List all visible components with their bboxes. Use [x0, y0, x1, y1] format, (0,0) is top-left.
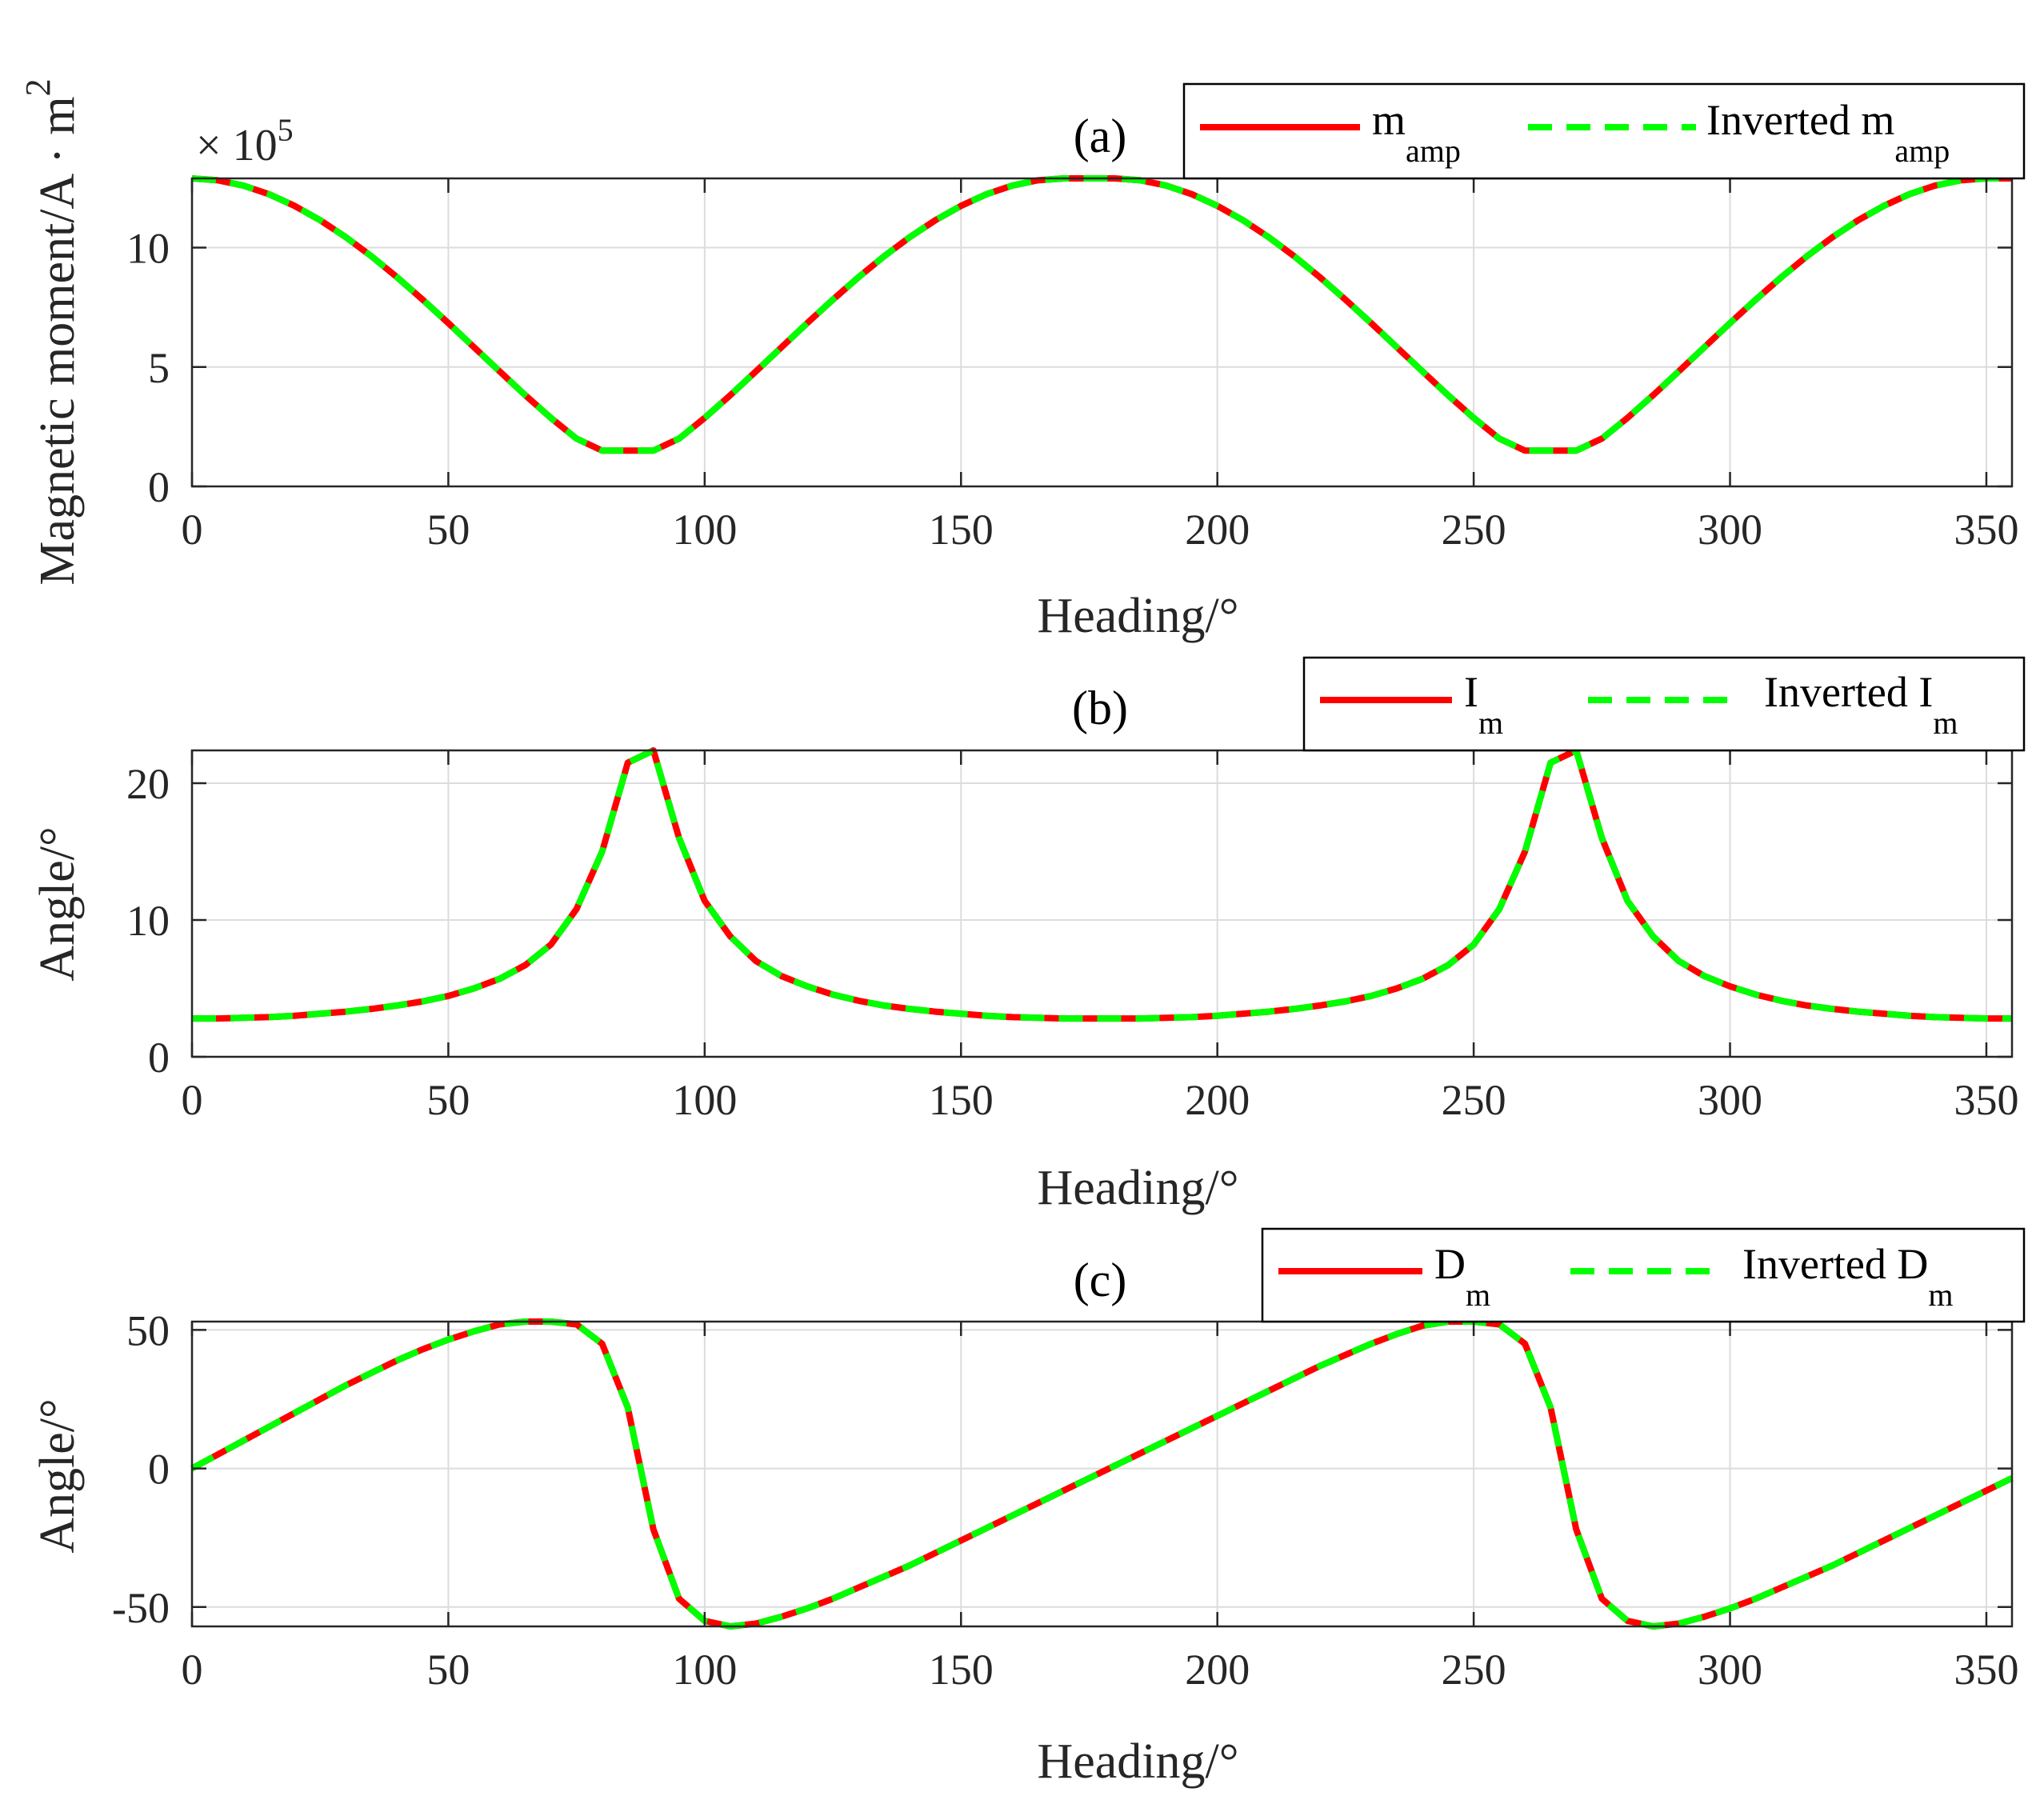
y-tick-label: 10 — [126, 897, 170, 945]
y-tick-label: 0 — [148, 1034, 170, 1082]
y-tick-label: 10 — [126, 225, 170, 273]
axes-box — [190, 1320, 2014, 1628]
y-tick-label: -50 — [112, 1584, 170, 1632]
x-tick-label: 100 — [672, 1646, 737, 1694]
y-axis-label: Magnetic moment/A · m2 — [18, 78, 85, 585]
chart-b: 0 50 100 150 200 250 300 350 0 10 20 Heading/° Angle… — [30, 656, 2026, 1215]
legend-label-sub: m — [1466, 1277, 1490, 1313]
x-tick-label: 0 — [182, 1646, 203, 1694]
legend-box — [1182, 82, 2026, 180]
x-tick-label: 250 — [1442, 506, 1506, 554]
x-axis-label: Heading/° — [1037, 1734, 1238, 1789]
y-tick-label: 20 — [126, 760, 170, 808]
grid — [192, 750, 2012, 1057]
x-tick-label: 50 — [426, 506, 470, 554]
series-line-original — [192, 747, 2012, 1022]
legend-label-sub: amp — [1406, 133, 1461, 169]
y-tick-label: 0 — [148, 463, 170, 511]
x-tick-label: 150 — [929, 506, 994, 554]
x-tick-label: 250 — [1442, 1076, 1506, 1124]
x-tick-label: 50 — [426, 1646, 470, 1694]
x-tick-label: 250 — [1442, 1646, 1506, 1694]
x-tick-label: 200 — [1185, 506, 1250, 554]
x-tick-label: 350 — [1954, 1076, 2018, 1124]
x-axis-label: Heading/° — [1037, 1161, 1238, 1215]
x-tick-label: 50 — [426, 1076, 470, 1124]
legend-label-sub: amp — [1894, 133, 1950, 169]
legend-label-sub: m — [1933, 705, 1958, 741]
x-tick-label: 200 — [1185, 1076, 1250, 1124]
axes-box — [190, 177, 2014, 488]
grid — [192, 178, 2012, 486]
x-tick-label: 0 — [182, 506, 203, 554]
x-tick-label: 350 — [1954, 506, 2018, 554]
legend-box — [1261, 1227, 2026, 1323]
x-tick-label: 100 — [672, 506, 737, 554]
series-line-original — [190, 1318, 2014, 1630]
x-tick-label: 150 — [929, 1076, 994, 1124]
legend-box — [1302, 656, 2026, 752]
x-tick-label: 150 — [929, 1646, 994, 1694]
x-tick-label: 0 — [182, 1076, 203, 1124]
x-tick-label: 350 — [1954, 1646, 2018, 1694]
chart-title: (c) — [1074, 1254, 1127, 1306]
y-axis-label: Angle/° — [30, 826, 85, 982]
legend-label-sub: m — [1478, 705, 1503, 741]
y-multiplier: × 105 — [196, 112, 294, 170]
x-tick-label: 200 — [1185, 1646, 1250, 1694]
chart-title: (b) — [1072, 682, 1128, 734]
y-axis-label: Angle/° — [30, 1398, 85, 1554]
series-line-original — [191, 175, 2012, 454]
chart-a: 0 50 100 150 200 250 300 350 0 5 10 Heading/° Magnet… — [18, 78, 2026, 643]
y-tick-label: 5 — [148, 344, 170, 392]
x-tick-label: 100 — [672, 1076, 737, 1124]
y-multiplier-exp: 5 — [278, 112, 294, 148]
series-line-inverted — [192, 747, 2012, 1022]
legend-label-sub: m — [1928, 1277, 1953, 1313]
x-tick-label: 300 — [1698, 1646, 1762, 1694]
y-tick-label: 0 — [148, 1446, 170, 1494]
y-axis-label-sup: 2 — [18, 78, 58, 96]
chart-title: (a) — [1074, 110, 1127, 162]
y-tick-label: 50 — [126, 1306, 170, 1354]
x-axis-label: Heading/° — [1037, 589, 1238, 643]
chart-c: 0 50 100 150 200 250 300 350-50050Heading/°Angl… — [30, 1227, 2026, 1789]
x-tick-label: 300 — [1698, 1076, 1762, 1124]
x-tick-label: 300 — [1698, 506, 1762, 554]
axes-box — [190, 749, 2014, 1058]
